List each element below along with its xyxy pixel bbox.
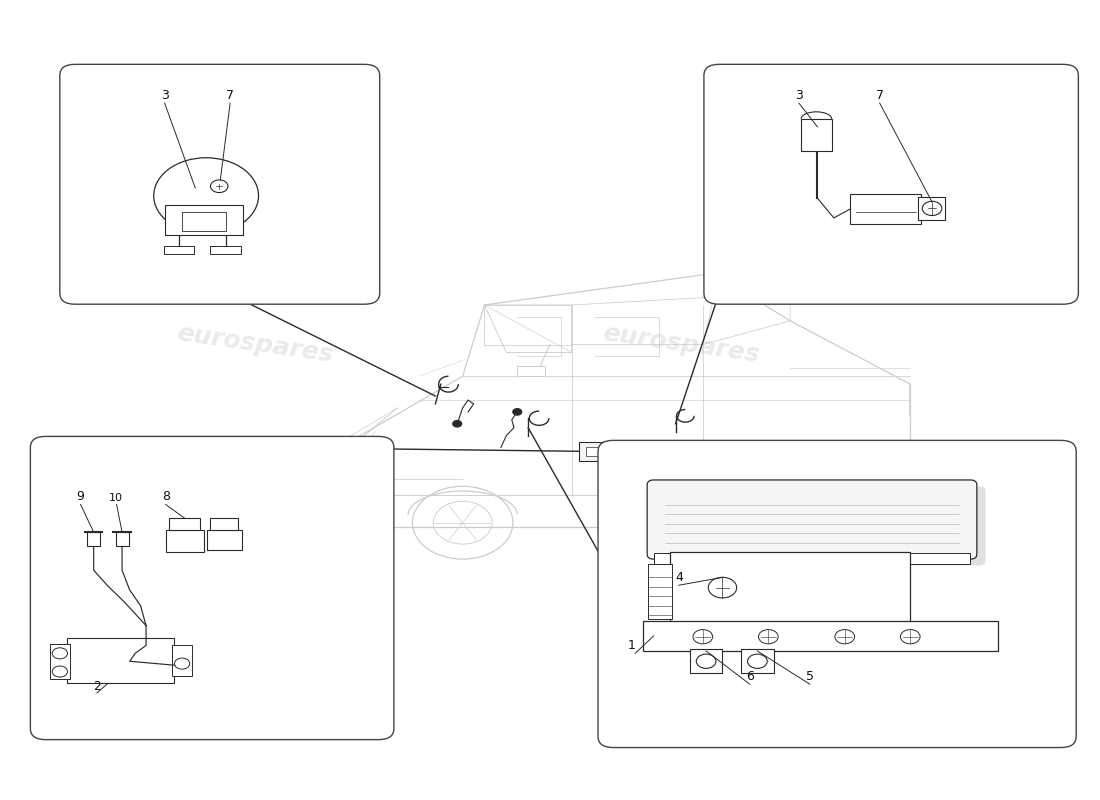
- Text: 5: 5: [806, 670, 814, 682]
- Text: 8: 8: [162, 490, 169, 503]
- Text: 1: 1: [628, 638, 636, 652]
- Text: 3: 3: [795, 89, 803, 102]
- Bar: [642, 621, 998, 651]
- Bar: [801, 119, 832, 150]
- Bar: [741, 650, 773, 673]
- Text: 3: 3: [161, 89, 168, 102]
- Text: eurospares: eurospares: [175, 187, 264, 213]
- Bar: [210, 246, 241, 254]
- Text: eurospares: eurospares: [689, 567, 848, 613]
- FancyBboxPatch shape: [656, 486, 986, 566]
- Text: eurospares: eurospares: [793, 557, 881, 583]
- Bar: [165, 206, 243, 235]
- Bar: [670, 552, 910, 623]
- Bar: [67, 638, 175, 683]
- Text: 4: 4: [675, 570, 683, 584]
- Bar: [653, 553, 714, 564]
- Text: eurospares: eurospares: [601, 322, 761, 367]
- Bar: [173, 646, 191, 675]
- Bar: [207, 530, 242, 550]
- FancyBboxPatch shape: [704, 64, 1078, 304]
- Bar: [50, 644, 69, 679]
- Text: 6: 6: [746, 670, 754, 682]
- FancyBboxPatch shape: [647, 480, 977, 559]
- Bar: [210, 518, 238, 530]
- Bar: [183, 211, 226, 231]
- Bar: [87, 532, 100, 546]
- Bar: [116, 532, 129, 546]
- Text: eurospares: eurospares: [143, 567, 302, 613]
- Bar: [648, 564, 672, 619]
- Bar: [169, 518, 199, 530]
- Text: 2: 2: [94, 680, 101, 693]
- Circle shape: [453, 421, 462, 427]
- Bar: [690, 650, 723, 673]
- Bar: [580, 442, 619, 461]
- FancyBboxPatch shape: [31, 437, 394, 740]
- Text: 9: 9: [77, 490, 85, 503]
- Bar: [586, 446, 613, 456]
- Bar: [917, 198, 945, 219]
- FancyBboxPatch shape: [59, 64, 379, 304]
- Text: 7: 7: [876, 89, 883, 102]
- Bar: [164, 246, 194, 254]
- Circle shape: [513, 409, 521, 415]
- FancyBboxPatch shape: [598, 440, 1076, 747]
- Text: 10: 10: [109, 493, 122, 503]
- Text: eurospares: eurospares: [175, 322, 336, 367]
- Bar: [850, 194, 921, 224]
- Bar: [166, 530, 204, 552]
- Text: eurospares: eurospares: [168, 575, 256, 601]
- Text: 7: 7: [227, 89, 234, 102]
- Text: eurospares: eurospares: [847, 187, 935, 213]
- Bar: [517, 366, 544, 376]
- Bar: [910, 553, 970, 564]
